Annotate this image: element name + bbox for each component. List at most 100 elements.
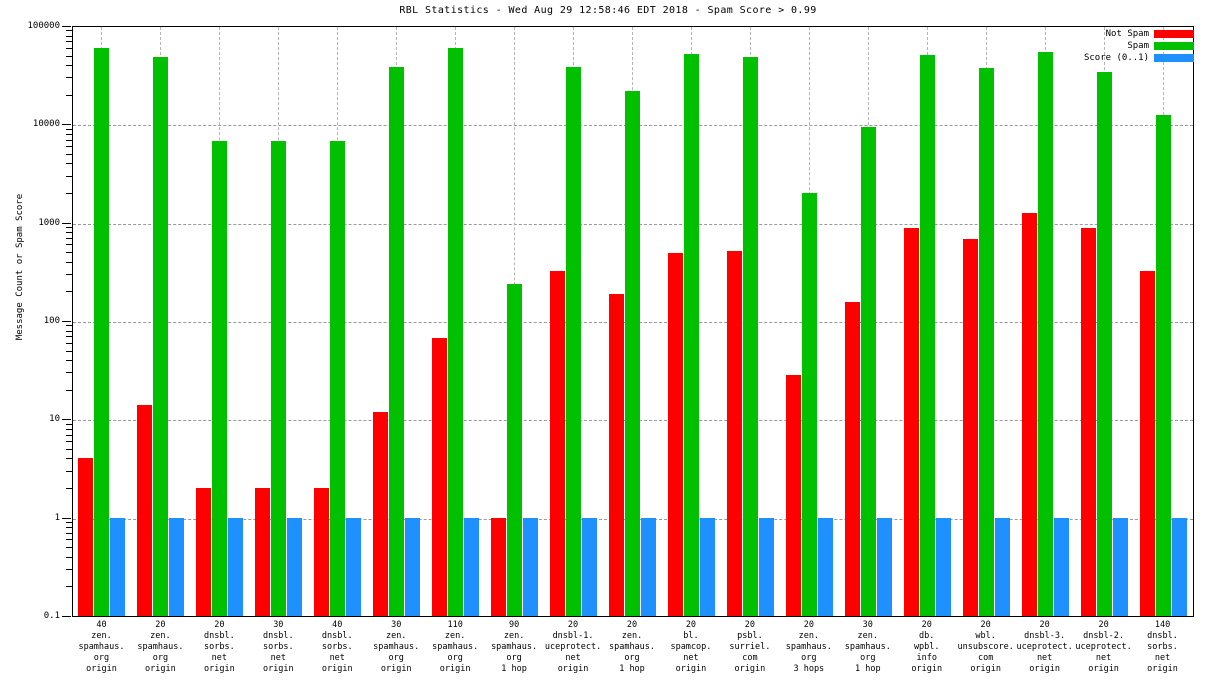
bar-spam[interactable] — [1037, 51, 1053, 616]
bar-score[interactable] — [582, 517, 598, 616]
bar-score[interactable] — [876, 517, 892, 616]
x-label-line-host3: net — [329, 653, 345, 663]
y-tick-label: 1 — [54, 512, 60, 523]
bar-not-spam[interactable] — [491, 517, 507, 616]
bar-not-spam[interactable] — [844, 302, 860, 616]
bar-spam[interactable] — [566, 67, 582, 616]
bar-spam[interactable] — [94, 47, 110, 616]
x-label-line-count: 20 — [155, 620, 166, 630]
bar-score[interactable] — [287, 517, 303, 616]
bar-score[interactable] — [1112, 517, 1128, 616]
y-tick-minor — [66, 434, 72, 436]
bar-not-spam[interactable] — [667, 253, 683, 616]
y-tick-minor — [66, 330, 72, 332]
x-label-line-host1: db. — [919, 631, 935, 641]
y-tick-minor — [66, 227, 72, 229]
bar-score[interactable] — [1171, 517, 1187, 616]
y-tick-minor — [66, 569, 72, 571]
x-label-line-host2: sorbs. — [1147, 642, 1178, 652]
x-label-line-host1: zen. — [385, 631, 407, 641]
bar-not-spam[interactable] — [196, 488, 212, 616]
bar-spam[interactable] — [978, 68, 994, 616]
x-label-line-host3: org — [624, 653, 640, 663]
bar-not-spam[interactable] — [78, 458, 94, 616]
bar-spam[interactable] — [801, 193, 817, 616]
y-tick-minor — [66, 77, 72, 79]
y-tick-minor — [66, 325, 72, 327]
bar-spam[interactable] — [389, 67, 405, 616]
bar-not-spam[interactable] — [1021, 213, 1037, 616]
bar-score[interactable] — [228, 517, 244, 616]
x-label-line-host2: spamhaus. — [608, 642, 656, 652]
y-tick-minor — [66, 146, 72, 148]
x-label-line-host1: zen. — [621, 631, 643, 641]
x-axis-group-label: 20 db. wpbl. info origin — [879, 620, 975, 675]
bar-score[interactable] — [994, 517, 1010, 616]
bar-spam[interactable] — [1096, 72, 1112, 616]
bar-spam[interactable] — [330, 141, 346, 616]
x-label-line-host1: zen. — [444, 631, 466, 641]
y-tick-minor — [66, 232, 72, 234]
bar-group — [255, 26, 303, 616]
bar-spam[interactable] — [212, 141, 228, 616]
bar-score[interactable] — [1053, 517, 1069, 616]
bar-not-spam[interactable] — [726, 251, 742, 616]
bar-spam[interactable] — [448, 47, 464, 616]
x-axis-group-label: 140 dnsbl. sorbs. net origin — [1115, 620, 1211, 675]
bar-not-spam[interactable] — [903, 227, 919, 616]
bar-spam[interactable] — [625, 90, 640, 616]
y-tick-minor — [66, 372, 72, 374]
bar-score[interactable] — [464, 517, 480, 616]
bar-score[interactable] — [405, 517, 421, 616]
x-axis-group-label: 40 zen. spamhaus. org origin — [53, 620, 149, 675]
x-label-line-host3: net — [683, 653, 699, 663]
bar-not-spam[interactable] — [314, 488, 330, 616]
bar-not-spam[interactable] — [255, 488, 271, 616]
bar-not-spam[interactable] — [1139, 271, 1155, 616]
bar-score[interactable] — [110, 517, 126, 616]
x-axis-labels: 40 zen. spamhaus. org origin 20 zen. spamhaus. o… — [72, 620, 1194, 684]
bar-spam[interactable] — [742, 57, 758, 616]
bar-score[interactable] — [169, 517, 185, 616]
bar-spam[interactable] — [919, 54, 935, 616]
y-tick-major — [62, 419, 71, 421]
bar-score[interactable] — [817, 517, 833, 616]
bar-score[interactable] — [641, 517, 656, 616]
y-tick-minor — [66, 350, 72, 352]
y-tick-major — [62, 26, 71, 27]
bar-score[interactable] — [758, 517, 774, 616]
x-label-line-count: 40 — [96, 620, 107, 630]
y-tick-label: 10 — [49, 414, 60, 425]
x-label-line-host3: com — [742, 653, 758, 663]
bar-not-spam[interactable] — [962, 238, 978, 616]
x-label-line-count: 90 — [508, 620, 520, 630]
x-label-line-host2: wpbl. — [913, 642, 940, 652]
bar-spam[interactable] — [683, 53, 699, 616]
x-label-line-hops: origin — [1147, 664, 1178, 674]
bar-score[interactable] — [523, 517, 539, 616]
bar-not-spam[interactable] — [137, 404, 153, 616]
bar-not-spam[interactable] — [1080, 228, 1096, 616]
x-label-line-host2: spamhaus. — [137, 642, 184, 652]
y-tick-minor — [66, 336, 72, 338]
y-tick-label: 100000 — [27, 21, 60, 31]
y-tick-minor — [66, 556, 72, 558]
bar-spam[interactable] — [153, 57, 169, 616]
y-tick-minor — [66, 360, 72, 362]
bar-spam[interactable] — [860, 126, 876, 616]
bar-spam[interactable] — [271, 141, 287, 616]
x-label-line-host2: unsubscore. — [957, 642, 1014, 652]
bar-not-spam[interactable] — [432, 338, 448, 616]
legend-label-score: Score (0..1) — [1083, 52, 1149, 63]
bar-score[interactable] — [699, 517, 715, 616]
bar-not-spam[interactable] — [550, 271, 566, 616]
y-tick-minor — [66, 94, 72, 96]
bar-score[interactable] — [346, 517, 362, 616]
bar-not-spam[interactable] — [373, 411, 389, 616]
y-tick-minor — [66, 586, 72, 588]
bar-spam[interactable] — [1155, 114, 1171, 616]
bar-not-spam[interactable] — [609, 293, 624, 616]
bar-spam[interactable] — [507, 283, 523, 616]
bar-not-spam[interactable] — [785, 375, 801, 616]
bar-score[interactable] — [935, 517, 951, 616]
